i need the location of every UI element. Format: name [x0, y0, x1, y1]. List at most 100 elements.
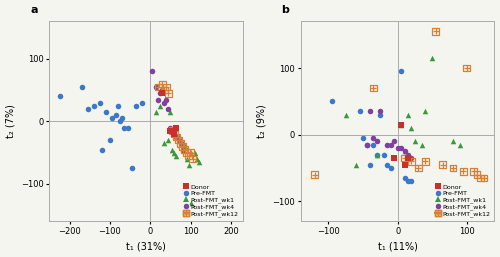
Point — [414, 166, 422, 170]
Point — [170, 132, 178, 136]
Point — [192, 157, 200, 161]
Point — [408, 126, 416, 130]
Point — [476, 176, 484, 180]
Point — [362, 143, 370, 147]
Point — [373, 139, 381, 143]
Point — [170, 151, 178, 155]
Text: a: a — [30, 5, 38, 15]
Point — [463, 66, 471, 70]
Point — [418, 143, 426, 147]
Point — [188, 157, 196, 161]
Point — [408, 156, 416, 160]
Point — [476, 176, 484, 180]
Y-axis label: t₂ (7%): t₂ (7%) — [6, 105, 16, 138]
Point — [397, 123, 405, 127]
Point — [166, 126, 174, 130]
Point — [470, 169, 478, 173]
Point — [186, 200, 194, 205]
Point — [422, 159, 430, 163]
Point — [168, 129, 176, 133]
Point — [390, 139, 398, 143]
Point — [376, 113, 384, 117]
Point — [158, 82, 166, 86]
Point — [373, 153, 381, 157]
Point — [180, 144, 188, 149]
Point — [380, 153, 388, 157]
Point — [400, 176, 408, 180]
Point — [162, 97, 170, 102]
Point — [370, 136, 378, 140]
Point — [174, 135, 182, 139]
Point — [180, 148, 188, 152]
Point — [116, 119, 124, 123]
Point — [384, 163, 392, 167]
Point — [160, 101, 168, 105]
Point — [408, 159, 416, 163]
Point — [174, 138, 182, 142]
Point — [178, 144, 186, 149]
Point — [390, 156, 398, 160]
Point — [449, 139, 457, 143]
Point — [158, 82, 166, 86]
Point — [449, 166, 457, 170]
Legend: Donor, Pre-FMT, Post-FMT_wk1, Post-FMT_wk4, Post-FMT_wk12: Donor, Pre-FMT, Post-FMT_wk1, Post-FMT_w… — [182, 183, 240, 218]
Point — [78, 85, 86, 89]
Point — [463, 66, 471, 70]
Point — [172, 154, 180, 158]
Point — [428, 56, 436, 60]
Point — [310, 173, 318, 177]
Point — [394, 146, 402, 150]
Text: b: b — [282, 5, 290, 15]
Point — [164, 91, 172, 95]
Point — [56, 94, 64, 98]
Point — [397, 146, 405, 150]
Point — [310, 173, 318, 177]
Point — [404, 156, 412, 160]
Point — [186, 151, 194, 155]
Point — [172, 135, 180, 139]
Point — [404, 179, 412, 183]
Point — [124, 126, 132, 130]
Point — [98, 148, 106, 152]
Point — [164, 91, 172, 95]
Point — [370, 86, 378, 90]
Point — [366, 109, 374, 114]
Point — [182, 151, 190, 155]
Point — [408, 179, 416, 183]
Point — [342, 113, 350, 117]
Point — [408, 159, 416, 163]
Point — [404, 153, 412, 157]
Point — [114, 104, 122, 108]
Point — [178, 148, 186, 152]
Point — [186, 151, 194, 155]
Legend: Donor, Pre-FMT, Post-FMT_wk1, Post-FMT_wk4, Post-FMT_wk12: Donor, Pre-FMT, Post-FMT_wk1, Post-FMT_w… — [434, 183, 492, 218]
Point — [370, 86, 378, 90]
Point — [359, 136, 367, 140]
Point — [170, 132, 178, 136]
X-axis label: t₁ (31%): t₁ (31%) — [126, 241, 166, 251]
Point — [400, 163, 408, 167]
Point — [172, 135, 180, 139]
Point — [397, 69, 405, 74]
Point — [166, 129, 174, 133]
Point — [154, 85, 162, 89]
Point — [404, 113, 412, 117]
Point — [178, 148, 186, 152]
Point — [432, 30, 440, 34]
Point — [148, 69, 156, 74]
Point — [373, 153, 381, 157]
Point — [397, 123, 405, 127]
Point — [120, 126, 128, 130]
Point — [386, 143, 394, 147]
Point — [470, 169, 478, 173]
Point — [473, 173, 481, 177]
Point — [432, 30, 440, 34]
Point — [184, 154, 192, 158]
Point — [473, 173, 481, 177]
Point — [366, 163, 374, 167]
Point — [160, 88, 168, 92]
Point — [411, 139, 419, 143]
Point — [154, 97, 162, 102]
Point — [164, 138, 172, 142]
Point — [174, 138, 182, 142]
